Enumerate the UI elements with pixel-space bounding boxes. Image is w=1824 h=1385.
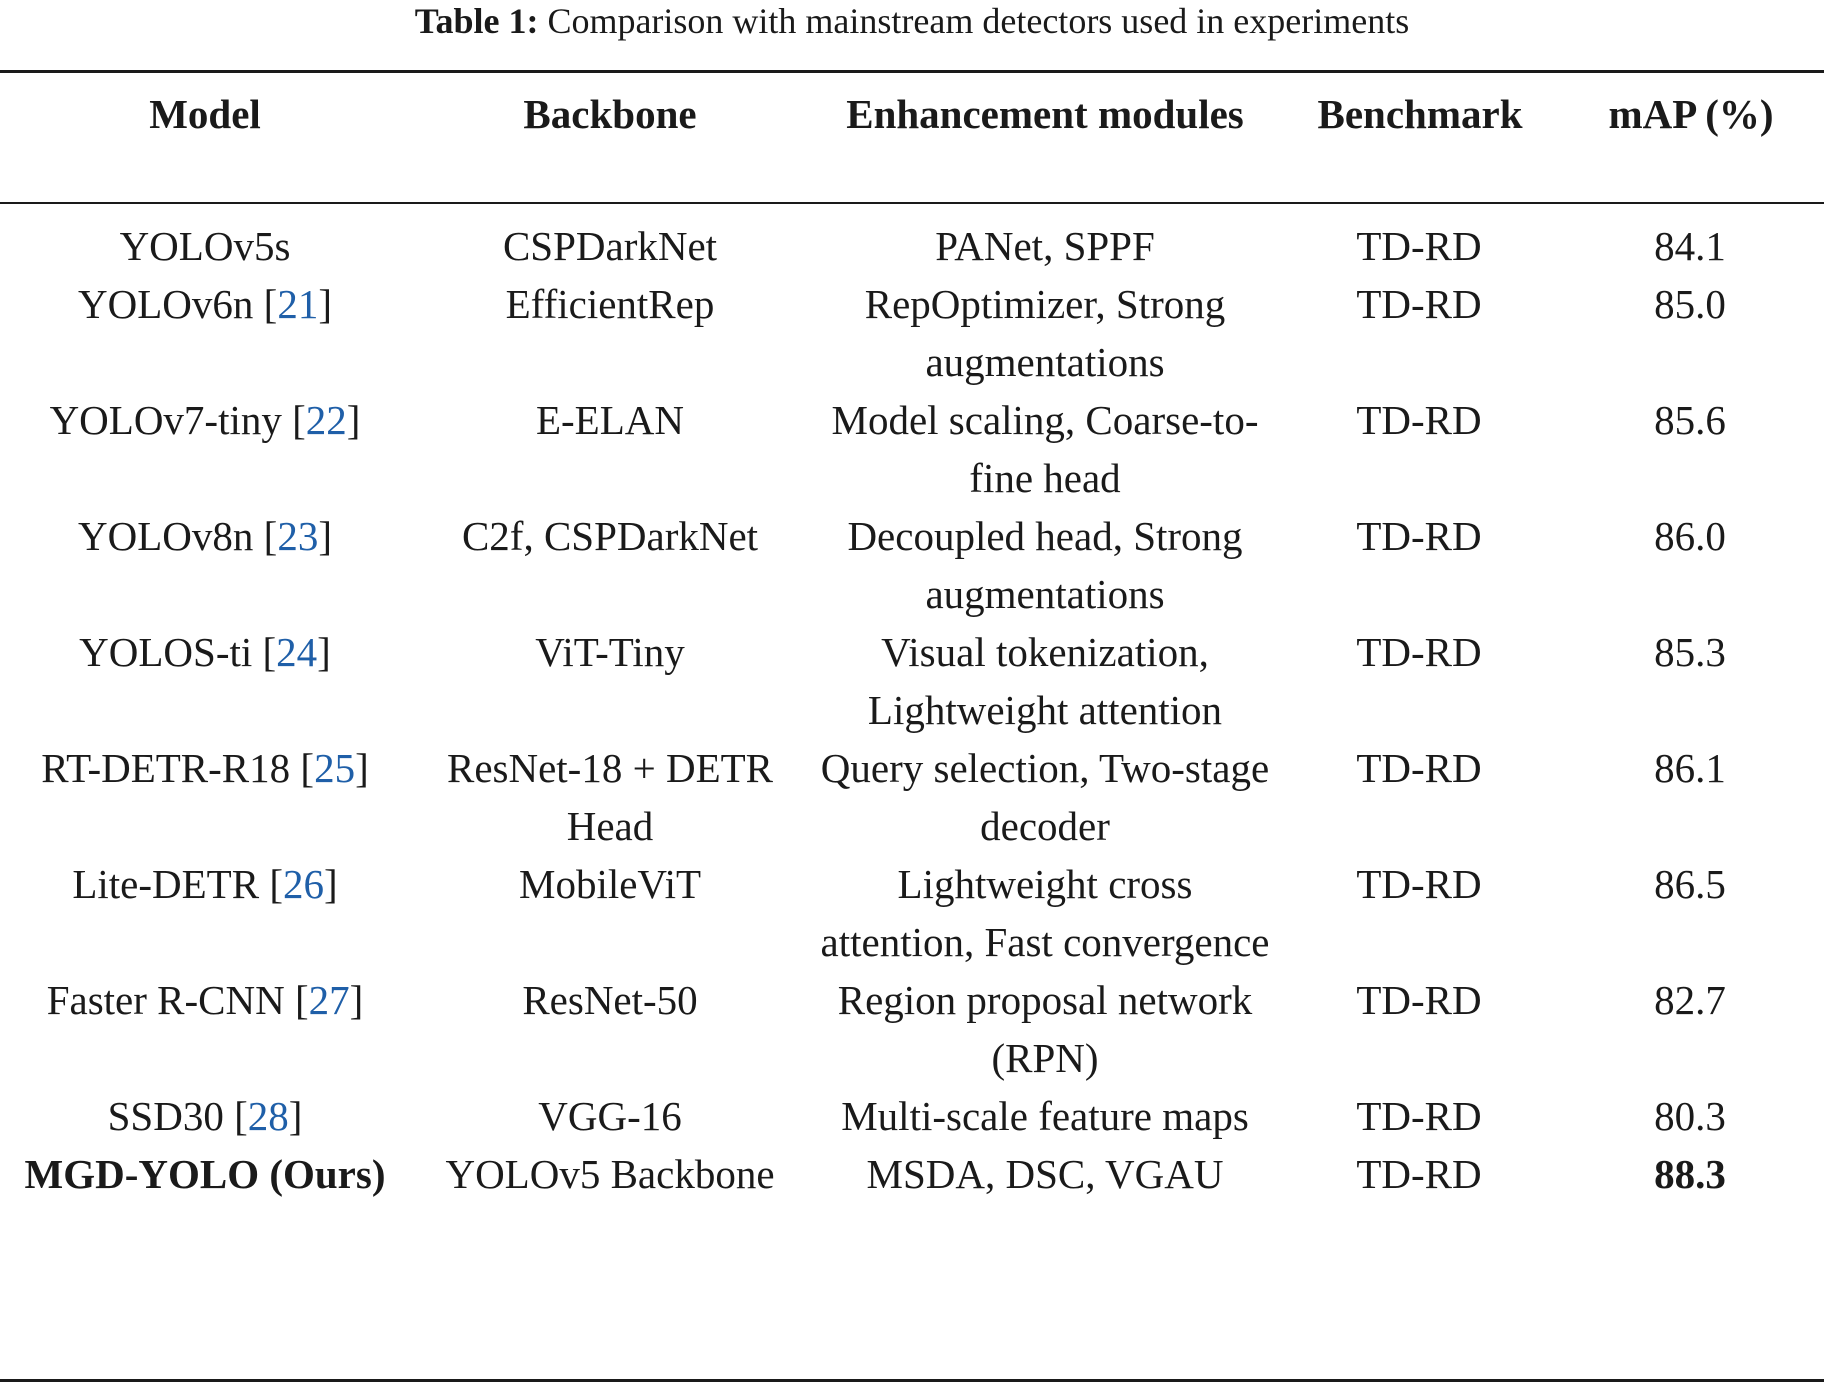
cell-model: Lite-DETR [26]: [72, 861, 338, 907]
comparison-table: Model Backbone Enhancement modules Bench…: [0, 73, 1824, 1203]
table-row: YOLOv6n [21] EfficientRep RepOptimizer, …: [0, 275, 1824, 391]
cell-backbone: VGG-16: [538, 1093, 682, 1139]
cell-map: 84.1: [1654, 223, 1726, 269]
citation-link[interactable]: 24: [276, 629, 318, 675]
caption-text: Comparison with mainstream detectors use…: [547, 1, 1410, 41]
cell-model: Faster R-CNN [27]: [46, 977, 364, 1023]
cell-modules: MSDA, DSC, VGAU: [866, 1151, 1224, 1197]
cell-benchmark: TD-RD: [1356, 745, 1482, 791]
caption-label: Table 1:: [414, 1, 539, 41]
cell-map: 80.3: [1654, 1093, 1726, 1139]
cell-model: YOLOv6n [21]: [78, 281, 332, 327]
cell-backbone: EfficientRep: [505, 281, 715, 327]
table-row: YOLOv8n [23] C2f, CSPDarkNet Decoupled h…: [0, 507, 1824, 623]
citation-link[interactable]: 22: [305, 397, 347, 443]
cell-map: 82.7: [1654, 977, 1726, 1023]
cell-model: YOLOv7-tiny [22]: [49, 397, 361, 443]
header-enhancement-modules: Enhancement modules: [846, 91, 1244, 137]
cell-map: 86.5: [1654, 861, 1726, 907]
cell-backbone: C2f, CSPDarkNet: [461, 513, 759, 559]
cell-benchmark: TD-RD: [1356, 397, 1482, 443]
cell-modules: Model scaling, Coarse-to-fine head: [831, 397, 1259, 501]
cell-benchmark: TD-RD: [1356, 977, 1482, 1023]
cell-backbone: MobileViT: [518, 861, 702, 907]
cell-model: YOLOv8n [23]: [78, 513, 332, 559]
cell-model: YOLOv5s: [119, 223, 291, 269]
cell-backbone: ResNet-18 + DETR Head: [446, 745, 774, 849]
table-row: YOLOv7-tiny [22] E-ELAN Model scaling, C…: [0, 391, 1824, 507]
cell-benchmark: TD-RD: [1356, 513, 1482, 559]
cell-benchmark: TD-RD: [1356, 223, 1482, 269]
cell-model: RT-DETR-R18 [25]: [41, 745, 369, 791]
table-caption: Table 1: Comparison with mainstream dete…: [0, 0, 1824, 44]
header-rule: [0, 202, 1824, 204]
table-row: Lite-DETR [26] MobileViT Lightweight cro…: [0, 855, 1824, 971]
top-rule: [0, 70, 1824, 73]
cell-map: 85.0: [1654, 281, 1726, 327]
bottom-rule: [0, 1379, 1824, 1382]
cell-modules: Query selection, Two-stage decoder: [820, 745, 1270, 849]
cell-benchmark: TD-RD: [1356, 281, 1482, 327]
cell-benchmark: TD-RD: [1356, 1151, 1482, 1197]
cell-map: 88.3: [1654, 1151, 1726, 1197]
citation-link[interactable]: 26: [282, 861, 324, 907]
header-benchmark: Benchmark: [1317, 91, 1523, 137]
header-row: Model Backbone Enhancement modules Bench…: [0, 73, 1824, 202]
cell-map: 85.3: [1654, 629, 1726, 675]
cell-benchmark: TD-RD: [1356, 1093, 1482, 1139]
table-row-ours: MGD-YOLO (Ours) YOLOv5 Backbone MSDA, DS…: [0, 1145, 1824, 1203]
citation-link[interactable]: 27: [308, 977, 350, 1023]
header-map: mAP (%): [1608, 91, 1774, 137]
cell-map: 86.1: [1654, 745, 1726, 791]
cell-backbone: CSPDarkNet: [502, 223, 718, 269]
cell-backbone: ViT-Tiny: [535, 629, 685, 675]
citation-link[interactable]: 23: [277, 513, 319, 559]
cell-benchmark: TD-RD: [1356, 629, 1482, 675]
cell-benchmark: TD-RD: [1356, 861, 1482, 907]
table-row: SSD30 [28] VGG-16 Multi-scale feature ma…: [0, 1087, 1824, 1145]
cell-modules: Lightweight cross attention, Fast conver…: [820, 861, 1270, 965]
citation-link[interactable]: 28: [247, 1093, 289, 1139]
citation-link[interactable]: 25: [314, 745, 356, 791]
cell-map: 85.6: [1654, 397, 1726, 443]
cell-modules: Decoupled head, Strong augmentations: [847, 513, 1243, 617]
cell-modules: Multi-scale feature maps: [841, 1093, 1249, 1139]
cell-model: YOLOS-ti [24]: [79, 629, 331, 675]
cell-backbone: ResNet-50: [522, 977, 698, 1023]
cell-backbone: E-ELAN: [535, 397, 684, 443]
cell-modules: Region proposal network (RPN): [837, 977, 1253, 1081]
cell-model: MGD-YOLO (Ours): [24, 1151, 386, 1197]
header-backbone: Backbone: [523, 91, 697, 137]
table-row: RT-DETR-R18 [25] ResNet-18 + DETR Head Q…: [0, 739, 1824, 855]
header-model: Model: [149, 91, 261, 137]
table-row: Faster R-CNN [27] ResNet-50 Region propo…: [0, 971, 1824, 1087]
table-row: YOLOv5s CSPDarkNet PANet, SPPF TD-RD 84.…: [0, 202, 1824, 275]
citation-link[interactable]: 21: [277, 281, 319, 327]
table-row: YOLOS-ti [24] ViT-Tiny Visual tokenizati…: [0, 623, 1824, 739]
cell-backbone: YOLOv5 Backbone: [445, 1151, 775, 1197]
cell-map: 86.0: [1654, 513, 1726, 559]
cell-modules: PANet, SPPF: [935, 223, 1155, 269]
cell-modules: RepOptimizer, Strong augmentations: [864, 281, 1226, 385]
cell-modules: Visual tokenization, Lightweight attenti…: [867, 629, 1223, 733]
cell-model: SSD30 [28]: [107, 1093, 303, 1139]
